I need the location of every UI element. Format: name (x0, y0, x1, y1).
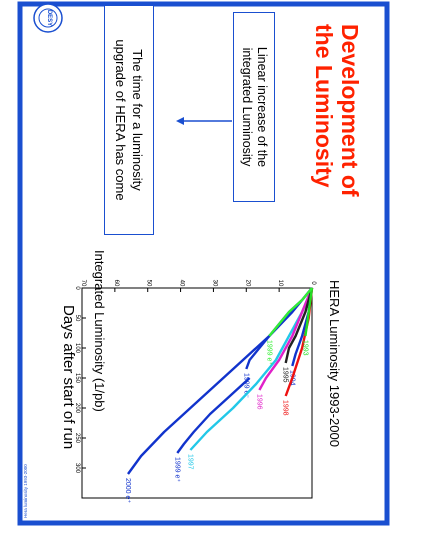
desy-logo: DESY (33, 3, 63, 33)
series-label: 1996 (255, 394, 262, 410)
y-tick-label: 60 (113, 280, 119, 287)
callout-upgrade: The time for a luminosity upgrade of HER… (104, 5, 154, 235)
series-label: 1999 e⁻ (242, 373, 249, 398)
series-line (189, 287, 314, 451)
series-line (258, 287, 314, 391)
y-tick-label: 10 (277, 280, 283, 287)
callout-upgrade-text: The time for a luminosity upgrade of HER… (113, 39, 145, 201)
series-label: 1998 (282, 400, 289, 416)
x-tick-label: 50 (74, 315, 80, 322)
series-line (304, 287, 314, 337)
title-line-1: Development of (337, 24, 363, 197)
callout-linear-increase: Linear increase of the integrated Lumino… (233, 12, 275, 202)
x-tick-label: 0 (74, 286, 80, 290)
y-tick-label: 30 (211, 280, 217, 287)
series-line (127, 287, 313, 475)
x-tick-label: 100 (74, 343, 80, 354)
x-tick-label: 300 (74, 463, 80, 474)
callout-linear-increase-text: Linear increase of the integrated Lumino… (240, 46, 269, 168)
y-tick-label: 50 (146, 280, 152, 287)
y-tick-label: 70 (80, 280, 86, 287)
chart-title: HERA Luminosity 1993-2000 (327, 280, 342, 447)
series-label: 2000 e⁺ (124, 478, 131, 503)
series-label: 1999 e⁺ (173, 457, 180, 482)
footer-credit: Hera luminosity 1993-2000 (23, 464, 28, 518)
arrow-head (176, 117, 184, 125)
series-line (284, 287, 314, 364)
series-label: 1995 (282, 367, 289, 383)
y-axis-label: Integrated Luminosity (1/pb) (92, 250, 107, 412)
y-tick-label: 0 (310, 281, 316, 285)
logo-label: DESY (46, 10, 52, 26)
x-tick-label: 250 (74, 433, 80, 444)
series-line (176, 377, 251, 454)
series-line (268, 287, 313, 337)
x-tick-label: 200 (74, 403, 80, 414)
y-tick-label: 40 (179, 280, 185, 287)
series-label: 1993 (301, 340, 308, 356)
y-tick-label: 20 (244, 280, 250, 287)
series-label: 1999 e⁺ (265, 340, 272, 365)
slide-frame (17, 1, 390, 526)
x-tick-label: 150 (74, 373, 80, 384)
series-label: 1997 (186, 454, 193, 470)
luminosity-chart: 0 50 100 150 200 250 300 0 10 20 30 40 50 60 70 HERA Lu… (60, 250, 342, 503)
plot-frame (81, 287, 313, 499)
title-line-2: the Luminosity (311, 24, 337, 188)
x-axis-label: Days after start of run (60, 305, 77, 449)
